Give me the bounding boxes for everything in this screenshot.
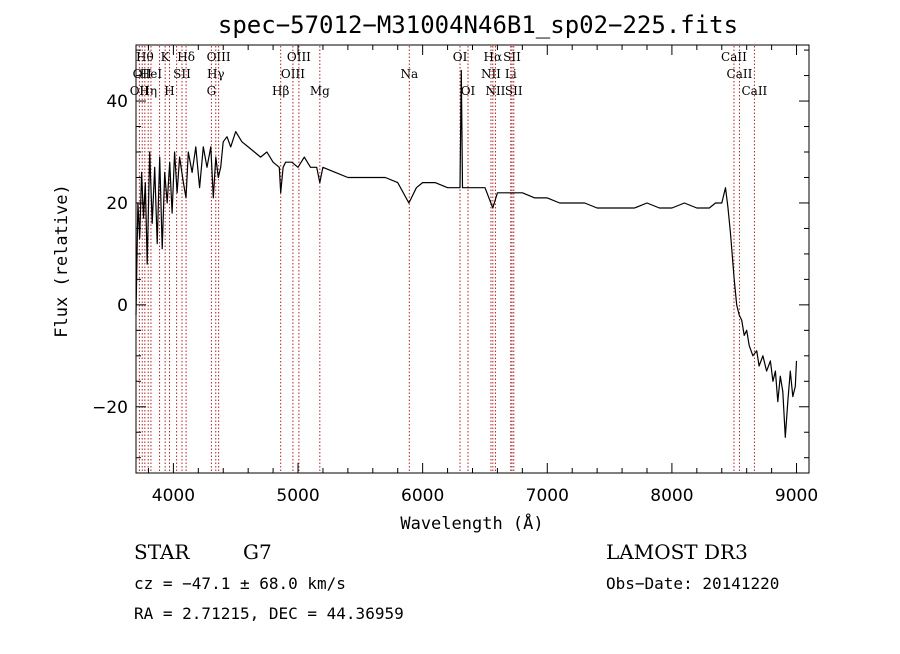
y-axis-ticks: −20 0 20 40: [92, 49, 809, 459]
spectral-line-label: CaII: [727, 67, 753, 81]
spectral-line-label: Mg: [310, 84, 330, 98]
spectral-line-label: HeI: [140, 67, 163, 81]
spectral-line-label: NII: [481, 67, 501, 81]
y-tick-label: −20: [92, 398, 128, 418]
object-subclass: G7: [243, 540, 272, 564]
spectral-line-label: Na: [400, 67, 418, 81]
spectral-line-label: CaII: [721, 50, 747, 64]
redshift-text: cz = −47.1 ± 68.0 km/s: [134, 574, 346, 593]
spectral-line-label: SII: [503, 50, 521, 64]
x-tick-label: 6000: [401, 486, 444, 506]
spectral-line-label: H: [164, 84, 174, 98]
spectrum-series-line: [135, 69, 798, 438]
spectral-line-markers: [138, 46, 755, 472]
x-tick-label: 8000: [650, 486, 693, 506]
spectral-line-label: G: [207, 84, 217, 98]
spectral-line-label: Li: [505, 67, 517, 81]
spectral-line-label: Hθ: [136, 50, 154, 64]
spectral-line-label: SII: [505, 84, 523, 98]
spectral-line-label: OIII: [281, 67, 305, 81]
x-axis-ticks: 4000 5000 6000 7000 8000 9000: [147, 45, 818, 506]
obs-date-text: Obs−Date: 20141220: [606, 574, 779, 593]
spectral-line-label: Hδ: [177, 50, 195, 64]
spectral-line-label: NII: [485, 84, 505, 98]
y-tick-label: 0: [117, 296, 128, 316]
spectral-line-labels: OII OII Hθ Hη HeI K H SII Hδ G Hγ OIII Hβ OIII OIII Mg N…: [130, 50, 768, 98]
x-tick-label: 9000: [775, 486, 818, 506]
spectral-line-label: OIII: [287, 50, 311, 64]
y-tick-label: 20: [106, 194, 128, 214]
x-axis-label: Wavelength (Å): [400, 512, 543, 534]
plot-frame: [135, 44, 810, 474]
spectral-line-label: OI: [461, 84, 476, 98]
object-type: STAR: [134, 540, 190, 564]
spectral-line-label: OII: [133, 67, 153, 81]
spectral-line-label: Hα: [484, 50, 503, 64]
y-axis-label: Flux (relative): [52, 184, 72, 338]
survey-name: LAMOST DR3: [606, 540, 748, 564]
spectral-line-label: OII: [130, 84, 150, 98]
spectral-line-label: OIII: [207, 50, 231, 64]
spectral-line-label: K: [161, 50, 171, 64]
chart-title: spec−57012−M31004N46B1_sp02−225.fits: [218, 11, 738, 39]
spectral-line-label: Hγ: [207, 67, 225, 81]
x-tick-label: 5000: [276, 486, 319, 506]
y-tick-label: 40: [106, 92, 128, 112]
x-tick-label: 7000: [526, 486, 569, 506]
x-tick-label: 4000: [152, 486, 195, 506]
spectral-line-label: CaII: [741, 84, 767, 98]
spectral-line-label: OI: [453, 50, 468, 64]
spectral-line-label: SII: [173, 67, 191, 81]
coordinates-text: RA = 2.71215, DEC = 44.36959: [134, 604, 404, 623]
spectral-line-label: Hβ: [272, 84, 289, 98]
spectral-line-label: Hη: [139, 84, 157, 98]
